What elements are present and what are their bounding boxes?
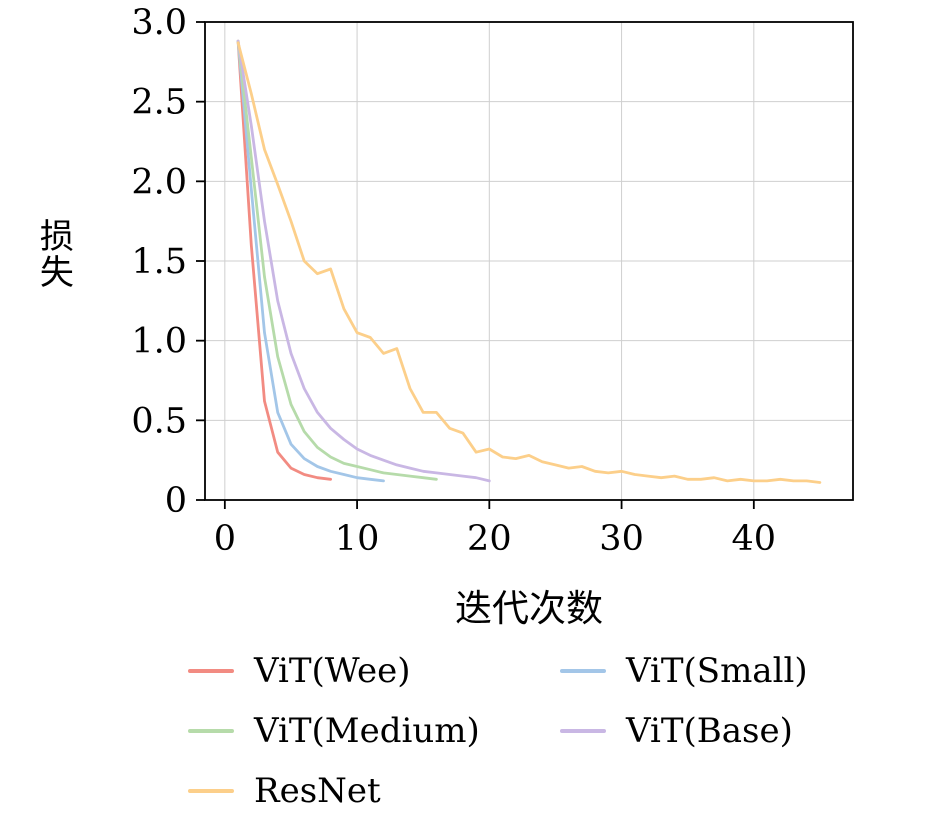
y-tick-label: 1.0 xyxy=(131,322,187,362)
series-line-vit-medium xyxy=(236,39,438,481)
x-tick-label: 10 xyxy=(335,519,380,559)
series-line-vit-wee xyxy=(236,39,333,481)
legend-label-vit-small: ViT(Small) xyxy=(626,651,808,691)
y-tick-label: 1.5 xyxy=(131,242,187,282)
legend-swatch-vit-base xyxy=(560,729,606,733)
y-tick-label: 2.0 xyxy=(131,162,187,202)
legend-item-vit-small: ViT(Small) xyxy=(560,648,808,694)
legend-swatch-vit-wee xyxy=(188,669,234,673)
legend-label-vit-medium: ViT(Medium) xyxy=(254,711,480,751)
x-tick-label: 20 xyxy=(467,519,512,559)
y-tick-label: 0 xyxy=(165,481,187,521)
legend-swatch-vit-medium xyxy=(188,729,234,733)
x-axis-label: 迭代次数 xyxy=(455,587,603,630)
y-tick-label: 0.5 xyxy=(131,401,187,441)
legend: ViT(Wee) ViT(Small) ViT(Medium) ViT(Base) Re… xyxy=(188,648,808,814)
legend-item-vit-wee: ViT(Wee) xyxy=(188,648,560,694)
legend-item-resnet: ResNet xyxy=(188,768,560,814)
legend-label-resnet: ResNet xyxy=(254,771,381,811)
legend-item-vit-base: ViT(Base) xyxy=(560,708,808,754)
series-line-vit-small xyxy=(236,39,385,483)
y-axis-label: 损失 xyxy=(33,218,74,290)
y-tick-label: 3.0 xyxy=(131,3,187,43)
y-tick-label: 2.5 xyxy=(131,83,187,123)
loss-line-chart: 0 10 20 30 40 0 0.5 1.0 1.5 2.0 2.5 3.0 xyxy=(131,3,854,559)
legend-swatch-vit-small xyxy=(560,669,606,673)
series-line-vit-base xyxy=(236,39,491,483)
legend-label-vit-base: ViT(Base) xyxy=(626,711,793,751)
x-tick-label: 40 xyxy=(732,519,777,559)
legend-swatch-resnet xyxy=(188,789,234,793)
x-tick-label: 30 xyxy=(599,519,644,559)
x-tick-label: 0 xyxy=(214,519,236,559)
legend-label-vit-wee: ViT(Wee) xyxy=(254,651,411,691)
series-line-resnet xyxy=(236,41,822,484)
legend-item-vit-medium: ViT(Medium) xyxy=(188,708,560,754)
